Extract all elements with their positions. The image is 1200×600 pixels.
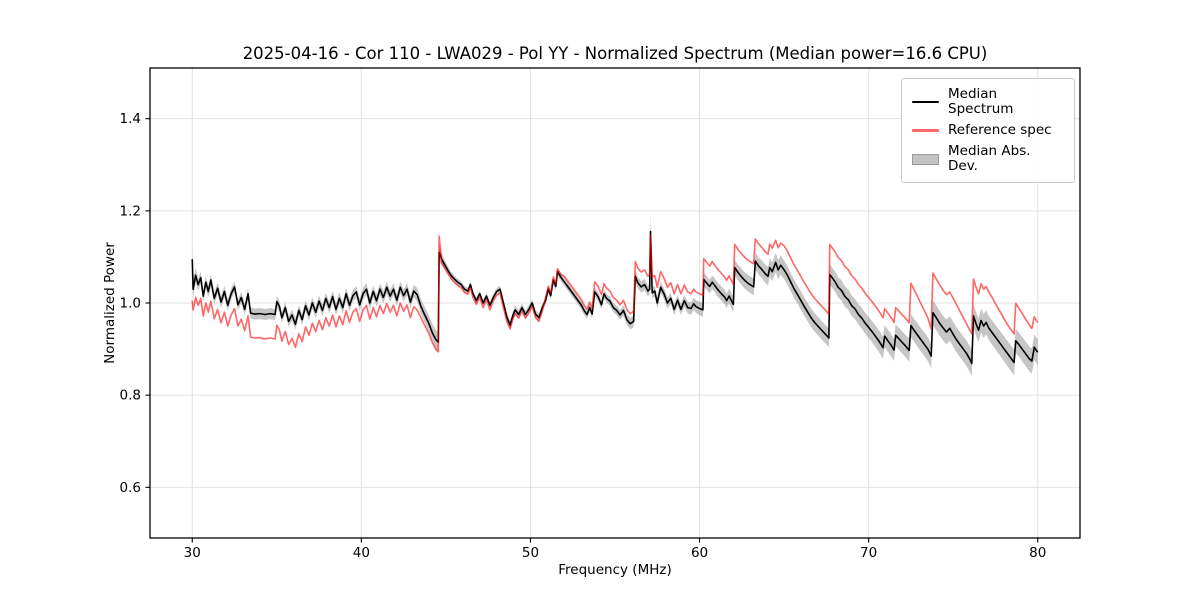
x-tick-label: 60 bbox=[691, 545, 708, 561]
median-spectrum-line-swatch bbox=[912, 100, 939, 104]
legend-label-reference-spec: Reference spec bbox=[948, 122, 1052, 138]
legend-label-median-abs-dev: Median Abs. Dev. bbox=[948, 143, 1031, 174]
x-axis-label: Frequency (MHz) bbox=[558, 562, 672, 578]
legend-item-reference-spec: Reference spec bbox=[912, 123, 1064, 138]
legend-item-median-spectrum: Median Spectrum bbox=[912, 87, 1064, 117]
legend-label-median-spectrum: Median Spectrum bbox=[948, 86, 1014, 117]
y-tick-label: 0.8 bbox=[120, 388, 141, 404]
chart-title: 2025-04-16 - Cor 110 - LWA029 - Pol YY -… bbox=[242, 44, 988, 63]
reference-spec-line-swatch bbox=[912, 129, 939, 132]
legend: Median Spectrum Reference spec Median Ab… bbox=[901, 78, 1075, 183]
x-tick-label: 80 bbox=[1029, 545, 1046, 561]
x-tick-label: 30 bbox=[184, 545, 201, 561]
y-tick-label: 0.6 bbox=[120, 480, 141, 496]
y-tick-label: 1.4 bbox=[120, 111, 141, 127]
legend-item-median-abs-dev: Median Abs. Dev. bbox=[912, 144, 1064, 174]
x-tick-label: 50 bbox=[522, 545, 539, 561]
reference-spec-line bbox=[191, 234, 1039, 353]
median-spectrum-line bbox=[191, 230, 1039, 365]
x-tick-label: 70 bbox=[860, 545, 877, 561]
median-abs-dev-patch-swatch bbox=[912, 153, 939, 165]
x-tick-label: 40 bbox=[353, 545, 370, 561]
y-tick-label: 1.0 bbox=[120, 296, 141, 312]
y-tick-label: 1.2 bbox=[120, 203, 141, 219]
y-axis-label: Normalized Power bbox=[102, 242, 118, 364]
